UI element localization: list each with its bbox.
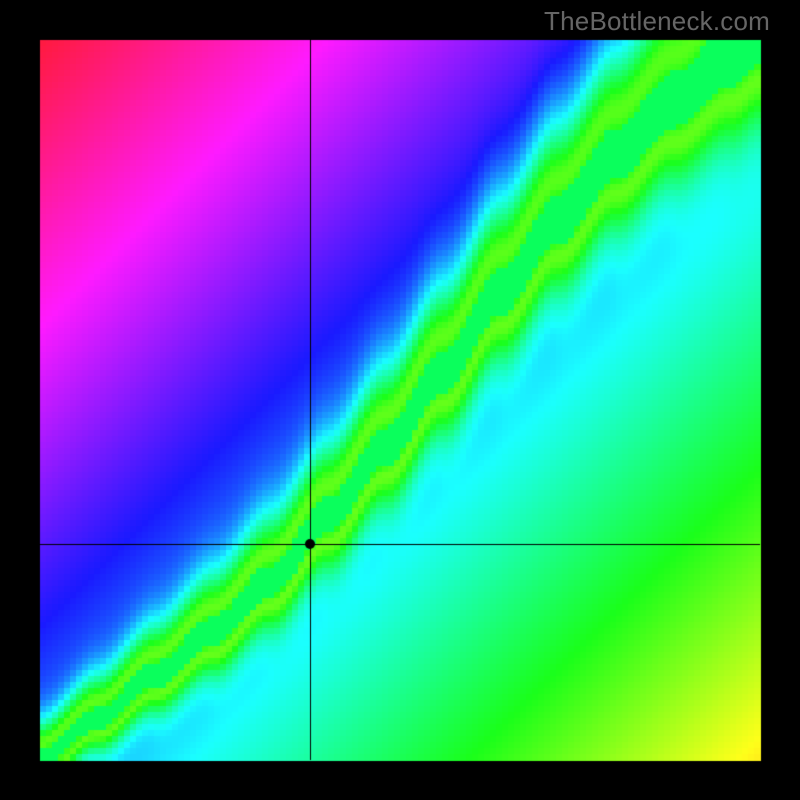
watermark-text: TheBottleneck.com bbox=[544, 6, 770, 37]
bottleneck-heatmap bbox=[0, 0, 800, 800]
chart-container: { "watermark": { "text": "TheBottleneck.… bbox=[0, 0, 800, 800]
